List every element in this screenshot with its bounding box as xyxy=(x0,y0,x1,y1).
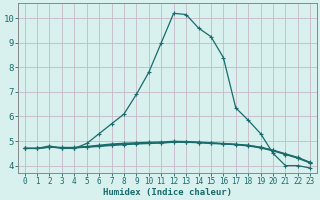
X-axis label: Humidex (Indice chaleur): Humidex (Indice chaleur) xyxy=(103,188,232,197)
